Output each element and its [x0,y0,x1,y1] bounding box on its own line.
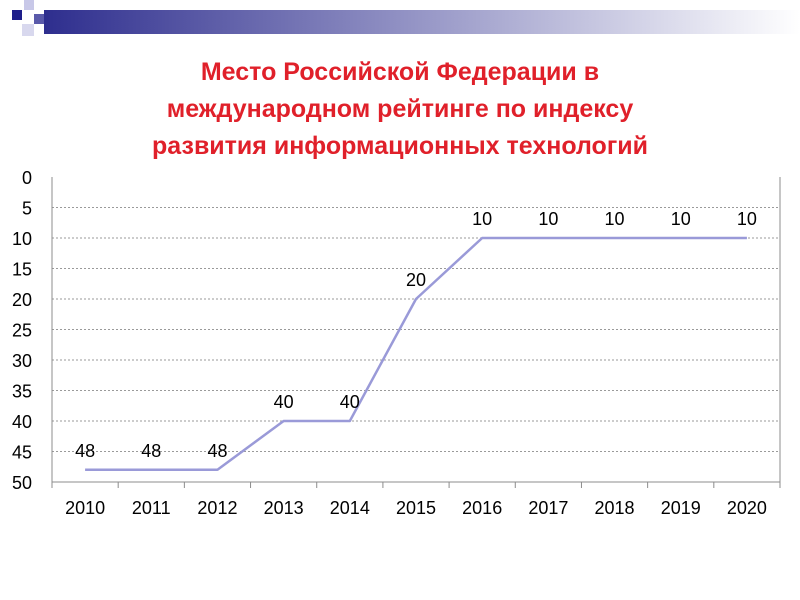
y-tick-label: 35 [12,382,32,402]
data-label: 40 [340,392,360,412]
y-tick-label: 5 [22,199,32,219]
x-tick-label: 2010 [65,498,105,518]
x-tick-label: 2013 [264,498,304,518]
y-tick-label: 25 [12,321,32,341]
header-banner [12,0,800,36]
y-tick-label: 40 [12,412,32,432]
data-label: 10 [671,209,691,229]
axes [51,177,781,488]
y-axis-tick-labels: 0 5 10 15 20 25 30 35 40 45 50 [12,168,32,493]
x-tick-label: 2015 [396,498,436,518]
chart-title-line-2: международном рейтинге по индексу [166,95,634,123]
chart-title-line-3: развития информационных технологий [152,132,648,160]
banner-square-mid [34,14,44,24]
banner-square-dark [12,10,22,20]
y-tick-label: 45 [12,443,32,463]
banner-square-pale [22,24,34,36]
series-line [84,236,748,472]
banner-square-light [24,0,34,10]
data-label: 10 [472,209,492,229]
x-tick-label: 2011 [132,498,171,518]
data-label: 10 [737,209,757,229]
y-tick-label: 0 [22,168,32,188]
data-label: 48 [141,441,161,461]
x-tick-label: 2018 [595,498,635,518]
grid-lines [52,207,780,452]
chart-title-line-1: Место Российской Федерации в [200,58,600,86]
x-tick-label: 2014 [330,498,370,518]
x-tick-label: 2016 [462,498,502,518]
x-tick-label: 2019 [661,498,701,518]
x-axis-tick-labels: 2010 2011 2012 2013 2014 2015 2016 2017 2018 2019… [65,498,767,518]
y-tick-label: 10 [12,229,32,249]
x-tick-label: 2017 [528,498,568,518]
data-label: 48 [207,441,227,461]
data-label: 20 [406,270,426,290]
banner-gradient-bar [44,10,800,34]
y-tick-label: 30 [12,351,32,371]
y-tick-label: 20 [12,290,32,310]
data-label: 40 [274,392,294,412]
x-tick-label: 2012 [197,498,237,518]
y-tick-label: 15 [12,260,32,280]
data-labels: 48 48 48 40 40 20 10 10 10 10 10 [75,209,757,461]
data-label: 10 [538,209,558,229]
data-label: 10 [605,209,625,229]
chart-title: Место Российской Федерации в международн… [40,54,760,165]
x-tick-label: 2020 [727,498,767,518]
y-tick-label: 50 [12,473,32,493]
data-label: 48 [75,441,95,461]
